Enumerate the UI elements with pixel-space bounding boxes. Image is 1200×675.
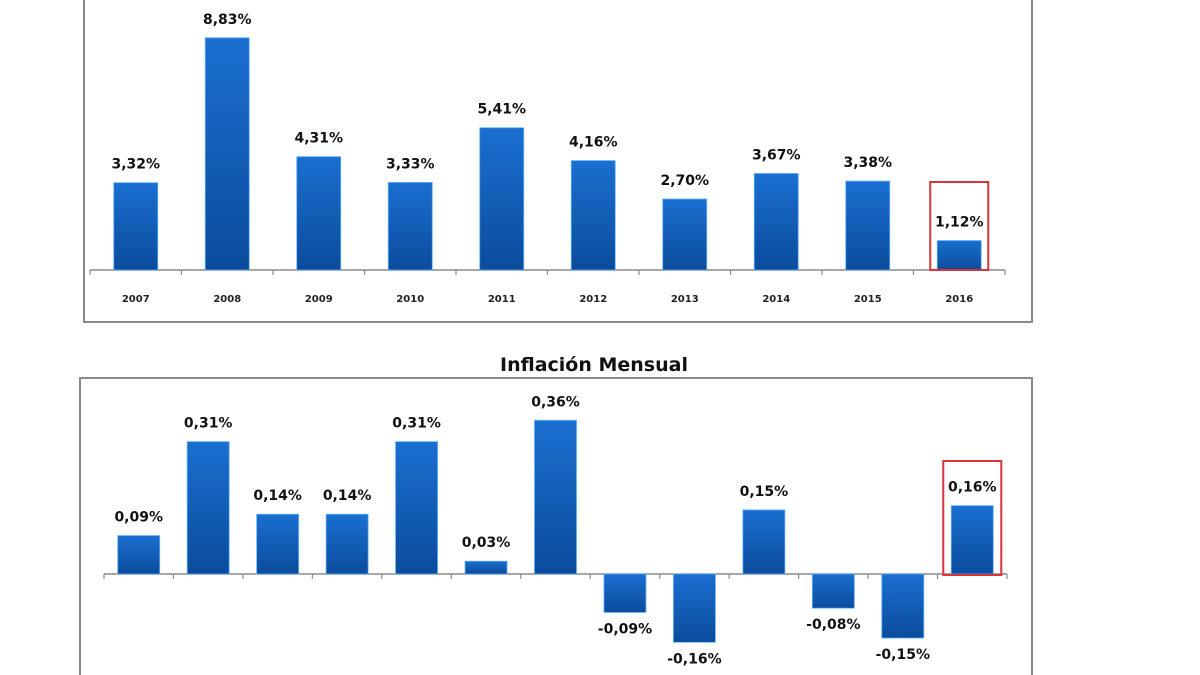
x-tick-label: 2012 (579, 294, 607, 305)
bar (464, 560, 508, 575)
x-tick-label: 2009 (305, 294, 333, 305)
data-label: 8,83% (203, 12, 252, 28)
data-label: 0,03% (462, 535, 511, 551)
x-tick-label: 2013 (671, 294, 699, 305)
highlight-box (942, 460, 1003, 576)
bar (881, 573, 925, 639)
x-tick-label: 2015 (854, 294, 882, 305)
data-label: -0,08% (806, 617, 860, 633)
data-label: 0,36% (531, 394, 580, 410)
data-label: 3,67% (752, 147, 801, 163)
highlight-box (929, 181, 990, 271)
data-label: 0,31% (184, 416, 233, 432)
bar (479, 127, 525, 271)
data-label: 0,14% (253, 488, 302, 504)
data-label: 3,33% (386, 156, 435, 172)
data-label: 0,31% (392, 416, 441, 432)
bar (325, 513, 369, 575)
data-label: 0,09% (114, 510, 163, 526)
chart-title: Inflación Mensual (500, 354, 688, 376)
monthly-inflation-chart: Inflación Mensual 0,09% 0,31% 0,14% 0,14% 0,… (79, 354, 1033, 675)
bar (845, 180, 891, 271)
bar (534, 419, 577, 575)
bar (117, 535, 161, 575)
bar (742, 509, 786, 575)
data-label: -0,16% (667, 651, 721, 667)
data-label: -0,09% (598, 621, 652, 637)
bar (570, 160, 616, 271)
data-label: -0,15% (876, 647, 930, 663)
bar (113, 182, 159, 271)
bar (950, 505, 994, 575)
bar (753, 173, 799, 271)
x-tick-label: 2010 (396, 294, 424, 305)
data-label: 4,31% (294, 131, 343, 147)
x-tick-label: 2014 (762, 294, 790, 305)
x-tick-label: 2016 (945, 294, 973, 305)
annual-inflation-chart: 3,32% 2007 8,83% 2008 4,31% 2009 3,33% 2010 5,41… (83, 0, 1033, 323)
data-label: 1,12% (935, 215, 984, 231)
data-label: 4,16% (569, 135, 618, 151)
bar (673, 573, 716, 643)
bar (662, 198, 708, 271)
bar (603, 573, 647, 613)
bar (204, 37, 250, 271)
bar (811, 573, 855, 609)
x-tick-label: 2011 (488, 294, 516, 305)
data-label: 3,32% (111, 157, 160, 173)
data-label: 0,15% (740, 484, 789, 500)
bar (186, 441, 230, 575)
bar (395, 441, 438, 575)
data-label: 5,41% (477, 102, 526, 118)
data-label: 2,70% (660, 173, 709, 189)
data-label: 0,16% (948, 480, 997, 496)
data-label: 0,14% (323, 488, 372, 504)
x-tick-label: 2007 (122, 294, 150, 305)
bar (387, 182, 433, 271)
bar (296, 156, 342, 271)
x-tick-label: 2008 (213, 294, 241, 305)
data-label: 3,38% (843, 155, 892, 171)
bar (936, 240, 982, 271)
bar (256, 513, 300, 575)
